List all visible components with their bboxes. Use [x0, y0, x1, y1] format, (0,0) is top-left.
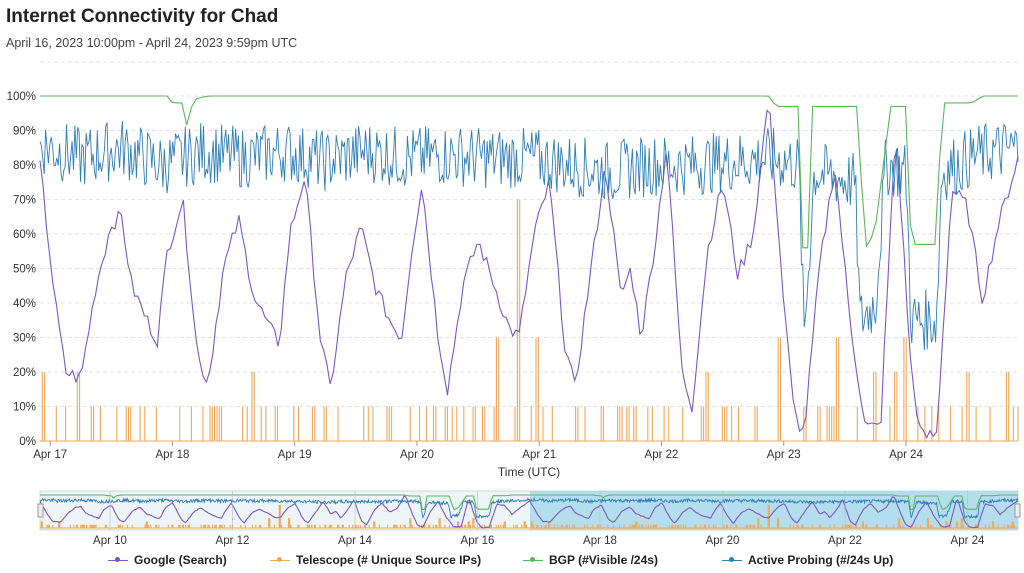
legend-label-telescope: Telescope (# Unique Source IPs) — [296, 553, 482, 567]
x-tick-label: Apr 17 — [33, 449, 67, 461]
plot-area — [39, 95, 1019, 442]
nav-series-line-telescope — [530, 504, 1018, 529]
main-series-line-bgp — [40, 95, 1018, 249]
nav-series-line-active-probing — [529, 496, 1019, 520]
legend: Google (Search) Telescope (# Unique Sour… — [0, 553, 1024, 571]
chart-svg: 0% 10% 20% 30% 40% 50% 60% 70% 80% 90% 100% Apr 17 A… — [7, 61, 1021, 547]
y-tick-label: 30% — [13, 333, 36, 345]
legend-label-active-probing: Active Probing (#/24s Up) — [748, 553, 894, 567]
legend-swatch-telescope — [270, 556, 290, 562]
navigator-handle-left — [37, 503, 44, 518]
navigator-tick-label: Apr 12 — [216, 535, 250, 547]
navigator-tick-label: Apr 14 — [338, 535, 372, 547]
y-tick-label: 80% — [13, 160, 36, 172]
legend-item-active-probing[interactable]: Active Probing (#/24s Up) — [722, 553, 893, 567]
legend-item-bgp[interactable]: BGP (#Visible /24s) — [523, 553, 658, 567]
navigator-handle-right — [1014, 503, 1021, 518]
navigator-selection — [530, 491, 1018, 530]
y-tick-label: 70% — [13, 195, 36, 207]
nav-series-line-bgp — [530, 494, 1018, 511]
y-tick-label: 50% — [13, 264, 36, 276]
x-axis-label: Time (UTC) — [498, 465, 560, 479]
y-tick-label: 10% — [13, 402, 36, 414]
legend-item-google[interactable]: Google (Search) — [108, 553, 227, 567]
x-tick-label: Apr 20 — [400, 449, 434, 461]
navigator-tick-label: Apr 16 — [461, 535, 495, 547]
nav-series-line-google — [529, 495, 1019, 529]
y-tick-label: 40% — [13, 298, 36, 310]
navigator-tick-label: Apr 18 — [583, 535, 617, 547]
y-tick-label: 0% — [19, 436, 36, 448]
navigator: Apr 10 Apr 12 Apr 14 Apr 16 Apr 18 Apr 20 Apr … — [37, 490, 1021, 547]
legend-label-bgp: BGP (#Visible /24s) — [549, 553, 658, 567]
y-tick-label: 90% — [13, 126, 36, 138]
y-tick-label: 20% — [13, 367, 36, 379]
chart-title: Internet Connectivity for Chad — [6, 6, 279, 27]
nav-history-series-line-active-probing — [39, 497, 531, 520]
navigator-tick-label: Apr 24 — [951, 535, 985, 547]
legend-label-google: Google (Search) — [134, 553, 227, 567]
navigator-tick-label: Apr 20 — [706, 535, 740, 547]
legend-item-telescope[interactable]: Telescope (# Unique Source IPs) — [270, 553, 481, 567]
x-tick-label: Apr 19 — [278, 449, 312, 461]
x-tick-label: Apr 24 — [889, 449, 923, 461]
x-tick-label: Apr 21 — [522, 449, 556, 461]
main-series-line-telescope — [40, 199, 1019, 442]
nav-history-series-line-google — [39, 495, 531, 529]
y-tick-label: 100% — [7, 91, 36, 103]
nav-history-series-line-bgp — [40, 494, 530, 511]
y-tick-label: 60% — [13, 229, 36, 241]
main-series-line-google — [39, 109, 1019, 440]
navigator-tick-label: Apr 10 — [93, 535, 127, 547]
legend-swatch-google — [108, 556, 128, 562]
legend-swatch-active-probing — [722, 556, 742, 562]
legend-swatch-bgp — [523, 556, 543, 562]
x-tick-label: Apr 18 — [156, 449, 190, 461]
navigator-tick-label: Apr 22 — [828, 535, 862, 547]
nav-history-series-line-telescope — [40, 504, 530, 529]
main-series-line-active-probing — [39, 120, 1019, 351]
x-tick-label: Apr 23 — [767, 449, 801, 461]
x-tick-label: Apr 22 — [645, 449, 679, 461]
chart-subtitle: April 16, 2023 10:00pm - April 24, 2023 … — [6, 36, 298, 50]
